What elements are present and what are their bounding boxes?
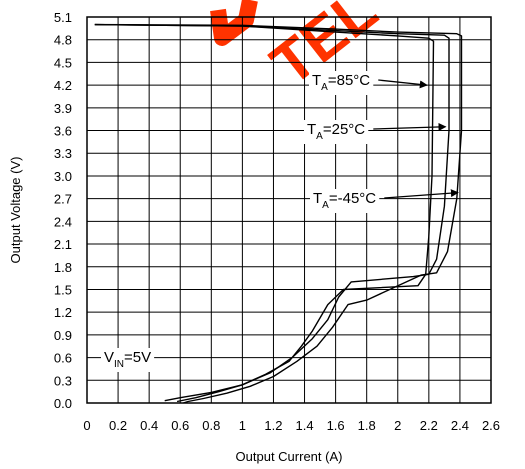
annotation-arrow [373,122,447,131]
y-tick-label: 0.3 [54,373,72,388]
annotation-background [309,71,374,95]
plot-frame [86,16,492,404]
x-tick-label: 1.2 [264,418,282,433]
annotations: TA=85°C TA=25°C TA=-45°C VIN=5V [101,71,459,372]
annotation-text: TA=25°C [307,121,365,142]
x-tick-label: 2.6 [482,418,500,433]
y-axis: 0.0 0.3 0.6 0.9 1.2 1.5 1.8 2.1 2.4 2.7 3.0 3.3 3.6 3… [54,10,72,411]
y-tick-label: 2.4 [54,214,72,229]
x-tick-label: 0 [83,418,90,433]
annotation-text: TA=85°C [312,72,370,93]
annotation-background [310,189,380,213]
annotation-label: TA=25°C [304,120,369,144]
x-tick-label: 2.4 [451,418,469,433]
annotation-label: VIN=5V [101,348,155,372]
y-tick-label: 3.0 [54,169,72,184]
watermark-stroke [210,0,258,46]
series-line-2 [94,23,463,404]
y-tick-label: 0.6 [54,351,72,366]
y-tick-label: 2.7 [54,192,72,207]
annotation-text: TA=-45°C [313,190,376,211]
x-axis-title: Output Current (A) [236,449,343,464]
x-tick-label: 0.6 [171,418,189,433]
x-axis: 0 0.2 0.4 0.6 0.8 1 1.2 1.4 1.6 1.8 2 2.2 2.4 2.6 [83,418,500,433]
y-tick-label: 4.5 [54,55,72,70]
x-tick-label: 1.4 [295,418,313,433]
x-tick-label: 1 [239,418,246,433]
y-tick-label: 2.1 [54,237,72,252]
annotation-label: TA=-45°C [310,189,380,213]
y-tick-label: 0.9 [54,328,72,343]
annotation-background [101,348,155,372]
y-tick-label: 0.0 [54,396,72,411]
y-tick-label: 4.8 [54,33,72,48]
y-axis-title: Output Voltage (V) [8,157,23,264]
series-line-1 [94,23,450,402]
y-tick-label: 1.2 [54,305,72,320]
annotation-background [304,120,369,144]
annotation-label: TA=85°C [309,71,374,95]
x-tick-label: 0.8 [202,418,220,433]
y-tick-label: 5.1 [54,10,72,25]
series-layer [94,23,463,404]
annotation-text: VIN=5V [104,349,151,370]
series-line-0 [94,23,435,403]
x-tick-label: 0.2 [109,418,127,433]
x-tick-label: 2.2 [420,418,438,433]
x-tick-label: 1.8 [358,418,376,433]
x-tick-label: 1.6 [327,418,345,433]
y-tick-label: 4.2 [54,78,72,93]
annotation-arrow [378,79,428,89]
y-tick-label: 3.9 [54,101,72,116]
x-tick-label: 0.4 [140,418,158,433]
x-tick-label: 2 [394,418,401,433]
y-tick-label: 3.6 [54,124,72,139]
y-tick-label: 3.3 [54,146,72,161]
annotation-arrow [384,189,459,199]
y-tick-label: 1.5 [54,282,72,297]
y-tick-label: 1.8 [54,260,72,275]
